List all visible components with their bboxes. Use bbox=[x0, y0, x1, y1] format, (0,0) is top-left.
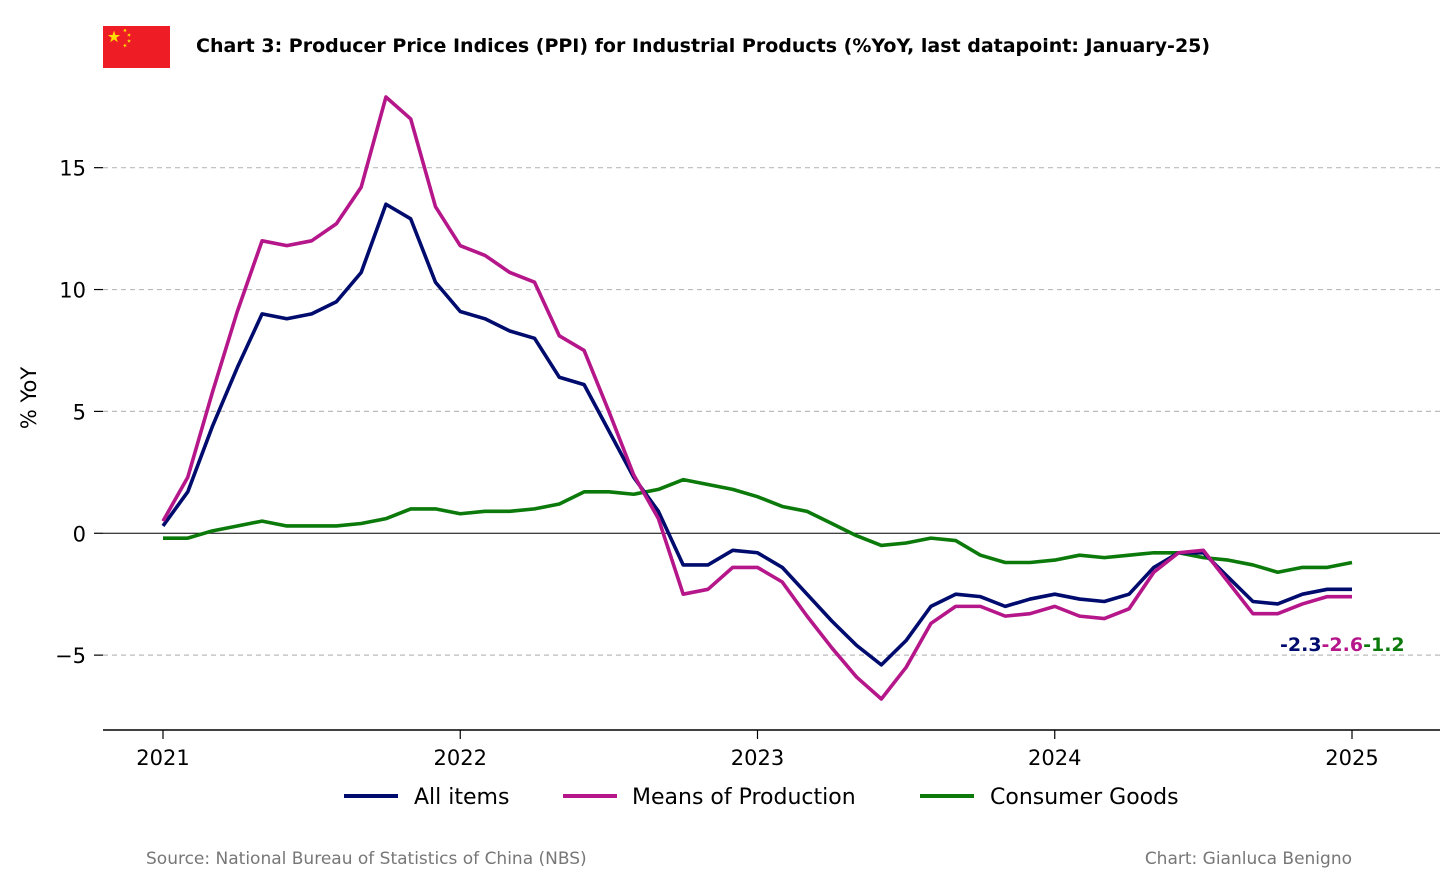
x-tick-label: 2021 bbox=[136, 746, 189, 770]
flag-star-icon bbox=[127, 32, 132, 38]
x-tick-label: 2025 bbox=[1325, 746, 1378, 770]
flag-star-icon bbox=[107, 30, 121, 43]
x-tick-label: 2022 bbox=[434, 746, 487, 770]
series-lines bbox=[161, 95, 1353, 701]
flag-star-icon bbox=[122, 28, 128, 33]
end-label-consumer-goods: -1.2 bbox=[1363, 634, 1405, 656]
source-note: Source: National Bureau of Statistics of… bbox=[146, 849, 587, 869]
chart-title: Chart 3: Producer Price Indices (PPI) fo… bbox=[196, 35, 1210, 57]
series-line-all-items bbox=[161, 202, 1352, 667]
legend: All items Means of Production Consumer G… bbox=[344, 785, 1179, 810]
x-tick-label: 2023 bbox=[731, 746, 784, 770]
legend-label-means-of-production: Means of Production bbox=[632, 785, 856, 810]
y-tick-label: 0 bbox=[73, 522, 86, 546]
china-flag-icon bbox=[103, 26, 170, 68]
y-tick-label: 5 bbox=[73, 400, 86, 424]
end-label-all-items: -2.3 bbox=[1280, 634, 1322, 656]
end-value-labels: -2.3-2.6-1.2 bbox=[1280, 634, 1405, 656]
legend-label-consumer-goods: Consumer Goods bbox=[990, 785, 1179, 810]
x-tick-label: 2024 bbox=[1028, 746, 1081, 770]
y-gridlines bbox=[103, 167, 1440, 656]
legend-label-all-items: All items bbox=[414, 785, 509, 810]
chart-credit: Chart: Gianluca Benigno bbox=[1145, 849, 1352, 869]
flag-star-icon bbox=[122, 43, 127, 48]
y-tick-label: 15 bbox=[59, 157, 86, 181]
end-label-means-of-production: -2.6 bbox=[1322, 634, 1364, 656]
x-ticks: 2021 2022 2023 2024 2025 bbox=[136, 730, 1379, 770]
y-tick-label: 10 bbox=[59, 279, 86, 303]
y-axis-label: % YoY bbox=[17, 367, 41, 430]
series-line-means-of-production bbox=[161, 95, 1352, 701]
flag-star-icon bbox=[126, 38, 132, 43]
series-line-consumer-goods bbox=[163, 477, 1353, 575]
y-tick-label: −5 bbox=[55, 644, 86, 668]
y-tick-labels: −5 0 5 10 15 bbox=[55, 157, 103, 668]
